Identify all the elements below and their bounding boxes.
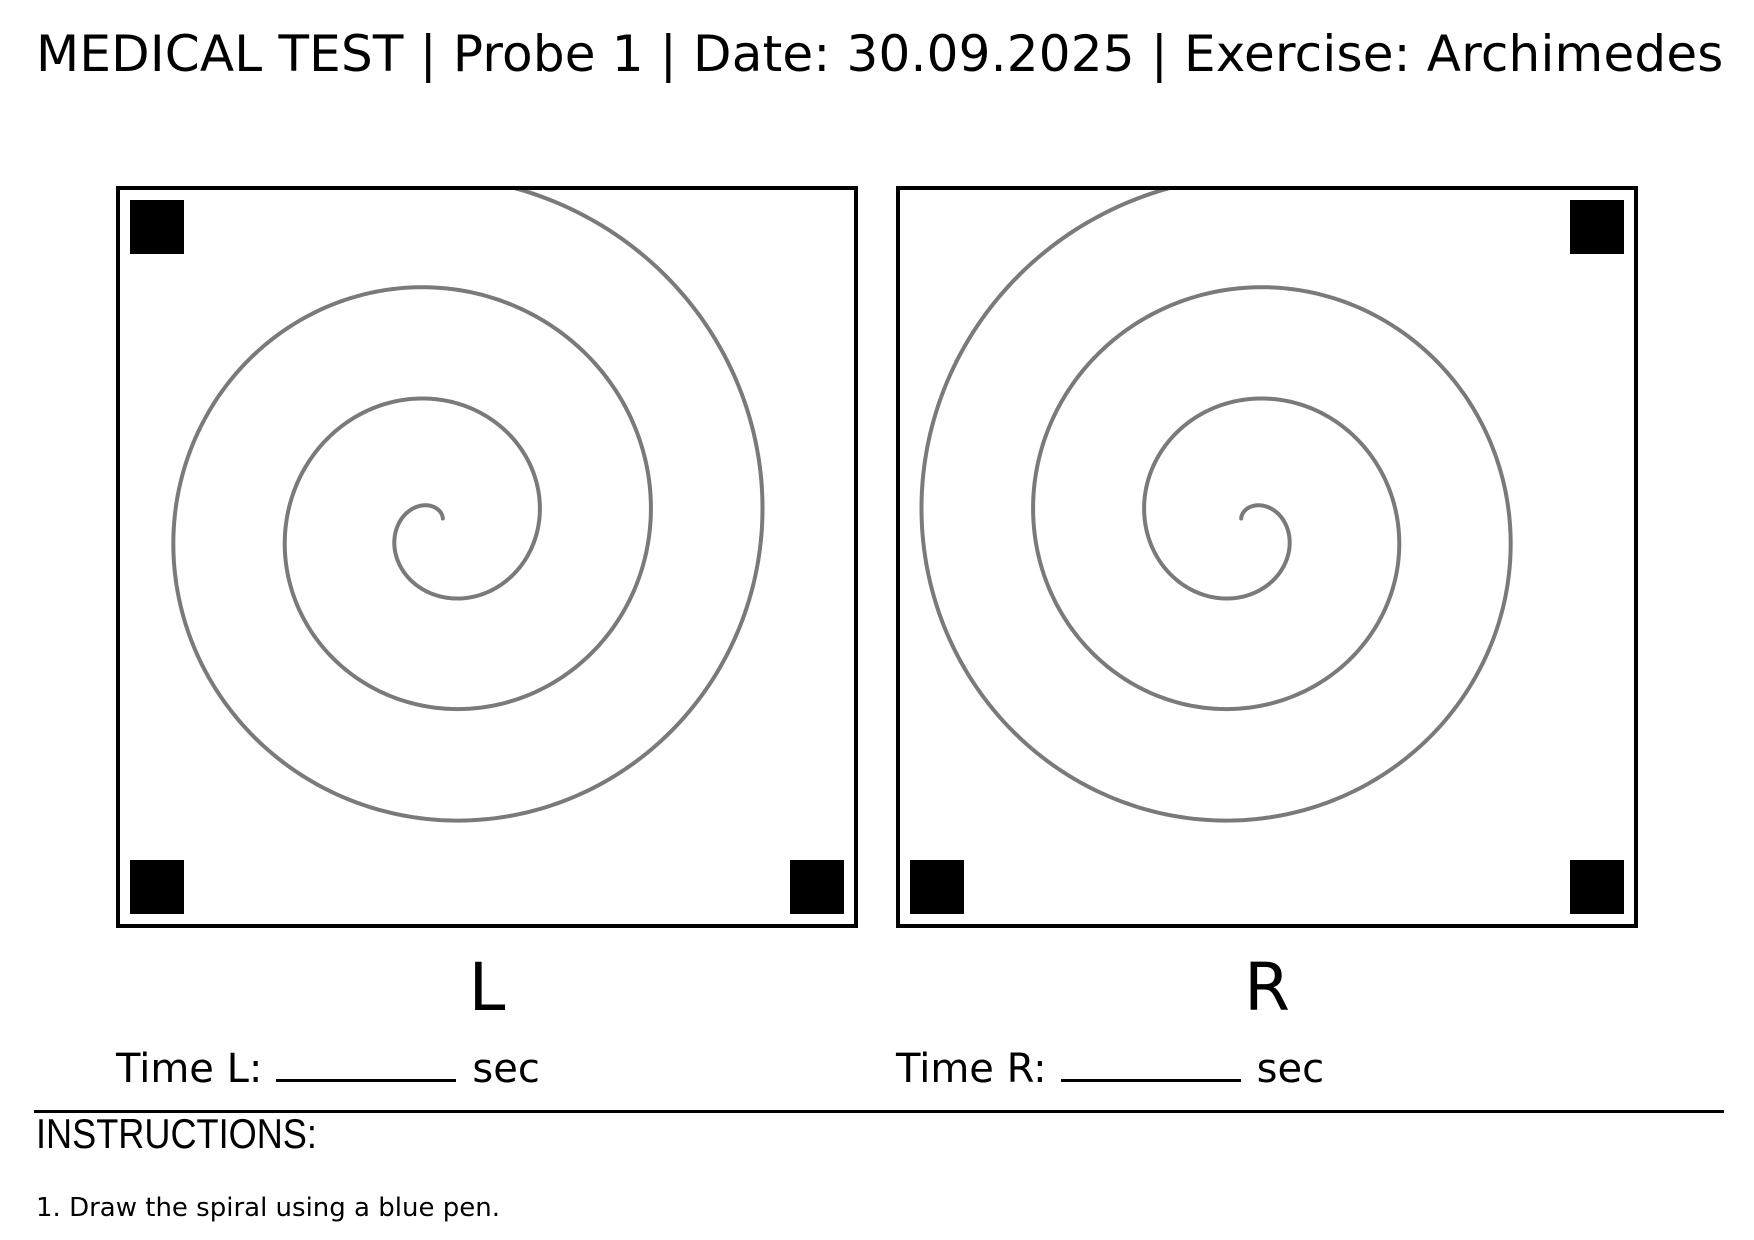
- registration-marker-bottom-left: [130, 860, 184, 914]
- left-spiral-panel[interactable]: [116, 186, 858, 928]
- registration-marker-bottom-right: [1570, 860, 1624, 914]
- instruction-item: 1. Draw the spiral using a blue pen.: [36, 1193, 500, 1223]
- page-title: MEDICAL TEST | Probe 1 | Date: 30.09.202…: [36, 25, 1724, 83]
- right-spiral-path: [919, 190, 1513, 823]
- right-spiral-guide: [919, 190, 1513, 823]
- section-divider: [34, 1110, 1724, 1113]
- left-spiral-path: [171, 190, 765, 823]
- registration-marker-top-left: [130, 200, 184, 254]
- time-left-label: Time L:: [116, 1046, 263, 1092]
- time-left-field: Time L: sec: [116, 1044, 540, 1094]
- time-right-blank[interactable]: [1060, 1051, 1241, 1082]
- time-left-unit: sec: [472, 1046, 540, 1092]
- registration-marker-bottom-left: [910, 860, 964, 914]
- time-right-unit: sec: [1256, 1046, 1325, 1092]
- registration-marker-bottom-right: [790, 860, 844, 914]
- time-right-label: Time R:: [896, 1046, 1047, 1092]
- left-side-label: L: [468, 949, 506, 1026]
- registration-marker-top-right: [1570, 200, 1624, 254]
- time-left-blank[interactable]: [276, 1051, 457, 1082]
- right-side-label: R: [1244, 949, 1290, 1026]
- time-right-field: Time R: sec: [896, 1044, 1324, 1094]
- left-spiral-guide: [171, 190, 765, 823]
- right-spiral-panel[interactable]: [896, 186, 1638, 928]
- instructions-title: INSTRUCTIONS:: [36, 1110, 317, 1157]
